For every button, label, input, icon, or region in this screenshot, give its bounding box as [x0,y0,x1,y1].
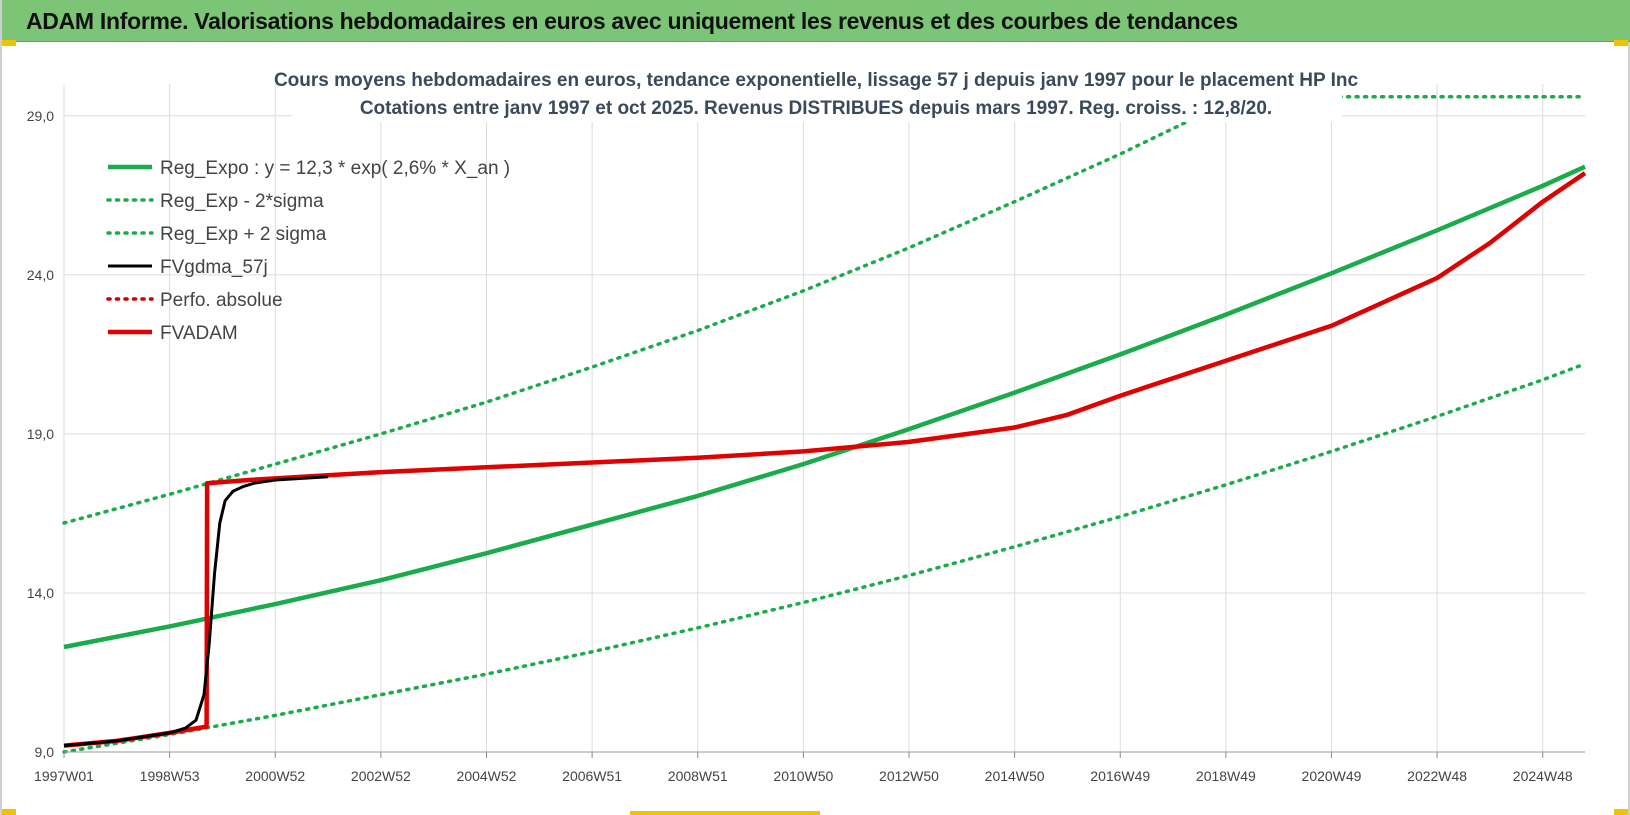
y-tick-label: 19,0 [27,426,54,442]
legend-label-3: FVgdma_57j [160,257,268,278]
legend-label-4: Perfo. absolue [160,290,283,311]
x-tick-label: 2012W50 [879,768,939,784]
corner-marker-bottom-left [2,809,16,815]
y-tick-label: 14,0 [27,585,54,601]
header-title: ADAM Informe. Valorisations hebdomadaire… [26,8,1238,34]
x-tick-label: 2016W49 [1090,768,1150,784]
legend-label-2: Reg_Exp + 2 sigma [160,224,327,245]
x-tick-label: 2006W51 [562,768,622,784]
corner-marker-bottom-right [1614,809,1628,815]
corner-marker-top-left [2,40,16,46]
axes: 9,0 14,0 19,0 24,0 29,0 1997W01 1998W53 2000W52… [27,108,1585,784]
x-tick-label: 2010W50 [773,768,833,784]
x-tick-label: 1997W01 [34,768,94,784]
x-tick-label: 2002W52 [351,768,411,784]
corner-marker-top-right [1614,40,1628,46]
x-tick-label: 2020W49 [1302,768,1362,784]
legend-label-1: Reg_Exp - 2*sigma [160,191,324,212]
x-tick-label: 2000W52 [245,768,305,784]
header-bar: ADAM Informe. Valorisations hebdomadaire… [2,0,1630,42]
y-tick-label: 24,0 [27,267,54,283]
series-line-5 [63,171,1587,748]
x-tick-label: 2004W52 [457,768,517,784]
chart-title: Cours moyens hebdomadaires en euros, ten… [274,70,1359,91]
y-tick-label: 9,0 [35,744,55,760]
title-background [292,60,1342,122]
chart-subtitle: Cotations entre janv 1997 et oct 2025. R… [360,98,1272,119]
series-line-3 [63,475,329,748]
x-tick-label: 2022W48 [1407,768,1467,784]
line-chart: Cours moyens hebdomadaires en euros, ten… [27,60,1587,784]
series-line-1 [62,362,1587,754]
series-lines [62,94,1587,754]
y-tick-label: 29,0 [27,108,54,124]
legend-label-0: Reg_Expo : y = 12,3 * exp( 2,6% * X_an ) [160,158,510,179]
x-tick-label: 2008W51 [668,768,728,784]
chart-titles: Cours moyens hebdomadaires en euros, ten… [274,60,1359,122]
x-tick-label: 2014W50 [985,768,1045,784]
x-tick-label: 2024W48 [1513,768,1573,784]
legend-label-5: FVADAM [160,323,238,344]
series-line-2 [62,94,1587,525]
corner-marker-bottom-middle [630,811,820,815]
x-tick-label: 2018W49 [1196,768,1256,784]
grid [63,84,1585,753]
x-tick-label: 1998W53 [140,768,200,784]
legend: Reg_Expo : y = 12,3 * exp( 2,6% * X_an )… [106,158,510,344]
